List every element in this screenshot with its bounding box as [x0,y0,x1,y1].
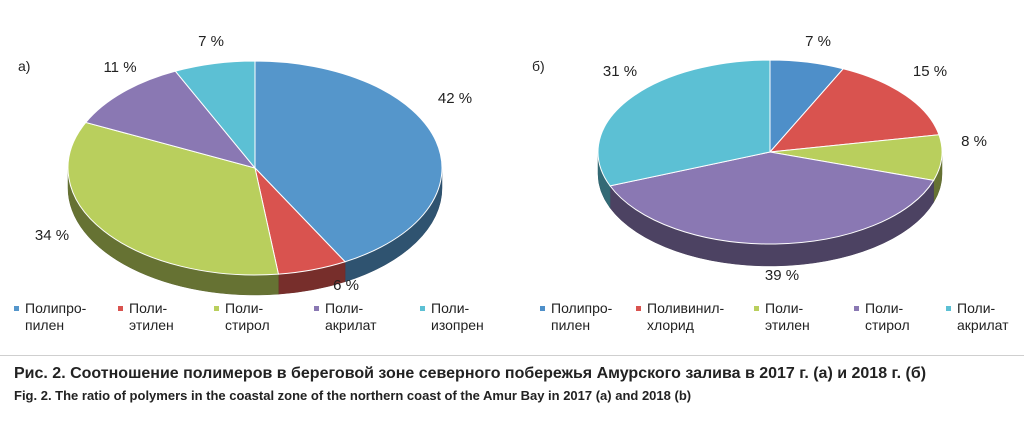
pie-a-value-label-4: 7 % [198,33,224,50]
caption-english: Fig. 2. The ratio of polymers in the coa… [14,388,692,403]
caption-russian: Рис. 2. Соотношение полимеров в берегово… [14,365,927,382]
legend-a-swatch-3 [314,306,319,311]
legend-a-label-3: Поли- акрилат [325,300,377,333]
pie-b-slice-3 [609,151,935,245]
pie-a-slice-4 [174,60,256,170]
pie-b-slice-4 [597,59,771,187]
pie-b-slice-1 [768,68,940,153]
legend-b: Полипро- пилен Поливинил- хлорид Поли- эти… [540,300,1024,334]
pie-b-value-label-0: 7 % [805,33,831,50]
pie-a-slice-0 [254,60,443,263]
legend-b-item-1: Поливинил- хлорид [636,300,754,334]
pie-a-value-label-1: 6 % [333,277,359,294]
legend-b-item-0: Полипро- пилен [540,300,636,334]
legend-a-item-1: Поли- этилен [118,300,214,334]
legend-a-item-2: Поли- стирол [214,300,314,334]
legend-b-item-2: Поли- этилен [754,300,854,334]
figure-captions: Рис. 2. Соотношение полимеров в берегово… [14,364,1014,404]
panel-label-a: а) [18,58,31,74]
legend-b-label-4: Поли- акрилат [957,300,1009,333]
pie-b-value-label-3: 39 % [765,267,799,284]
legend-b-swatch-1 [636,306,641,311]
legend-a-item-4: Поли- изопрен [420,300,510,334]
pie-b-value-label-2: 8 % [961,133,987,150]
legend-a-swatch-4 [420,306,425,311]
legend-b-swatch-3 [854,306,859,311]
legend-b-label-2: Поли- этилен [765,300,810,333]
legend-a-label-1: Поли- этилен [129,300,174,333]
separator-line [0,355,1024,356]
legend-a-label-0: Полипро- пилен [25,300,87,333]
pie-chart-b: 7 % 15 % 8 % 39 % 31 % [597,33,987,284]
legend-b-label-3: Поли- стирол [865,300,910,333]
legend-a-label-2: Поли- стирол [225,300,270,333]
legend-a-item-0: Полипро- пилен [14,300,118,334]
legend-a: Полипро- пилен Поли- этилен Поли- стирол По… [14,300,510,334]
legend-b-swatch-4 [946,306,951,311]
pie-a-slice-3 [84,70,257,169]
pie-b-value-label-1: 15 % [913,63,947,80]
legend-a-swatch-1 [118,306,123,311]
pie-chart-a: 42 % 6 % 34 % 11 % 7 % [35,33,472,296]
legend-b-swatch-2 [754,306,759,311]
legend-b-item-4: Поли- акрилат [946,300,1024,334]
pie-a-value-label-3: 11 % [103,59,136,76]
pie-a-value-label-0: 42 % [438,90,472,107]
legend-b-swatch-0 [540,306,545,311]
legend-a-swatch-0 [14,306,19,311]
pie-b-value-label-4: 31 % [603,63,637,80]
legend-b-label-0: Полипро- пилен [551,300,613,333]
chart-panel-a: а) 42 % 6 % 34 % 11 % 7 % Полипро- пилен Поли… [0,0,512,345]
legend-b-item-3: Поли- стирол [854,300,946,334]
pie-a-value-label-2: 34 % [35,227,69,244]
legend-a-label-4: Поли- изопрен [431,300,484,333]
legend-a-item-3: Поли- акрилат [314,300,420,334]
chart-panel-b: б) 7 % 15 % 8 % 39 % 31 % Полипро- пилен Поли… [512,0,1024,345]
panel-label-b: б) [532,58,545,74]
legend-b-label-1: Поливинил- хлорид [647,300,725,333]
legend-a-swatch-2 [214,306,219,311]
